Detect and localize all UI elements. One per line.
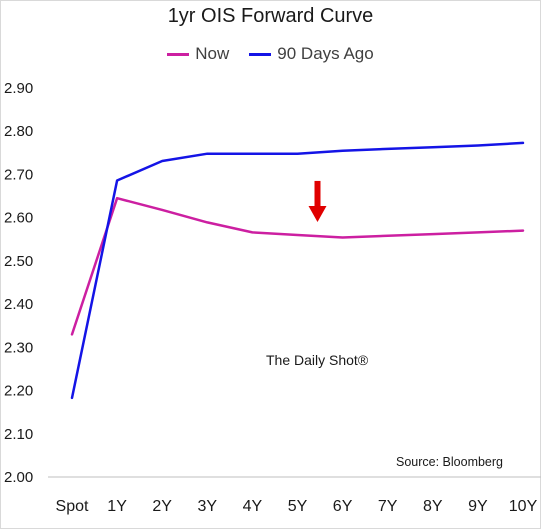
x-tick-label-8y: 8Y [423,498,443,515]
x-tick-label-4y: 4Y [243,498,263,515]
chart-title: 1yr OIS Forward Curve [167,5,374,27]
y-tick-label-2-50: 2.50 [4,253,33,270]
x-tick-label-1y: 1Y [107,498,127,515]
chart-legend: Now 90 Days Ago [0,44,541,64]
x-tick-label-spot: Spot [56,498,89,515]
series-line-90-days-ago [70,141,525,400]
series-line-now [70,196,525,336]
y-tick-label-2-30: 2.30 [4,339,33,356]
legend-swatch-90-days-ago [249,52,272,56]
y-tick-label-2-00: 2.00 [4,469,33,486]
legend-swatch-now [167,52,190,56]
red-arrow-head-icon [308,205,327,222]
legend-label-now: Now [195,44,230,63]
x-tick-label-3y: 3Y [198,498,218,515]
y-tick-label-2-40: 2.40 [4,296,33,313]
y-tick-label-2-10: 2.10 [4,426,33,443]
y-tick-label-2-20: 2.20 [4,383,33,400]
y-tick-label-2-80: 2.80 [4,123,33,140]
y-tick-label-2-70: 2.70 [4,166,33,183]
x-tick-label-2y: 2Y [152,498,172,515]
legend-item-90-days-ago: 90 Days Ago [249,44,374,64]
watermark-text: The Daily Shot® [266,352,369,368]
y-tick-label-2-60: 2.60 [4,210,33,227]
x-tick-label-7y: 7Y [378,498,398,515]
source-text: Source: Bloomberg [396,455,504,469]
x-tick-label-10y: 10Y [509,498,538,515]
legend-item-now: Now [167,44,229,64]
x-tick-label-6y: 6Y [333,498,353,515]
x-tick-label-9y: 9Y [468,498,488,515]
y-tick-label-2-90: 2.90 [4,80,33,97]
x-tick-label-5y: 5Y [288,498,308,515]
legend-label-90-days-ago: 90 Days Ago [277,44,374,63]
